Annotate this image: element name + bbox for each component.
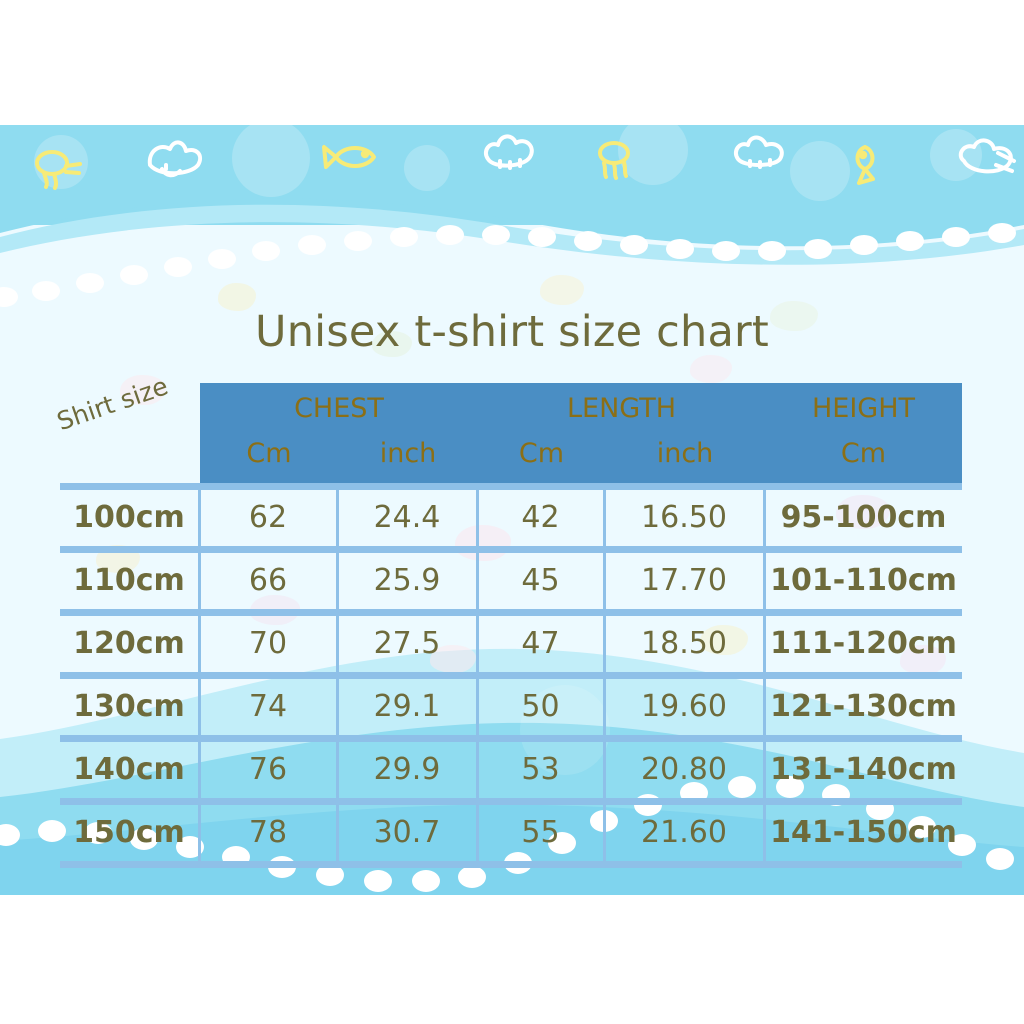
cloud-doodle bbox=[483, 134, 534, 170]
confetti-blob bbox=[690, 355, 732, 383]
table-row: 53 bbox=[521, 752, 560, 787]
table-row: 66 bbox=[248, 563, 288, 598]
whale-doodle bbox=[147, 140, 203, 178]
confetti-blob bbox=[836, 495, 890, 529]
column-header-length-inch: inch bbox=[656, 438, 714, 469]
bokeh-circle bbox=[232, 125, 310, 197]
table-row: 140cm bbox=[73, 752, 185, 787]
table-row: 100cm bbox=[73, 500, 185, 535]
table-row: 150cm bbox=[73, 815, 185, 850]
bokeh-circle bbox=[520, 685, 610, 775]
jellyfish-doodle bbox=[35, 150, 82, 190]
table-row: 29.1 bbox=[373, 689, 441, 724]
confetti-blob bbox=[218, 283, 256, 311]
table-row: 24.4 bbox=[373, 500, 441, 535]
column-group-header-length: LENGTH bbox=[566, 393, 677, 424]
row-separator bbox=[60, 861, 962, 868]
dotted-wave-top bbox=[0, 223, 1016, 307]
table-row: 78 bbox=[248, 815, 288, 850]
table-row: 20.80 bbox=[641, 752, 727, 787]
table-row: 74 bbox=[248, 689, 288, 724]
confetti-blob bbox=[455, 525, 511, 561]
table-row: 131-140cm bbox=[770, 752, 957, 787]
table-row: 70 bbox=[248, 626, 288, 661]
column-group-header-height: HEIGHT bbox=[811, 393, 916, 424]
row-separator bbox=[60, 483, 962, 490]
table-row: 30.7 bbox=[373, 815, 441, 850]
column-divider bbox=[763, 483, 766, 863]
table-row: 29.9 bbox=[373, 752, 441, 787]
table-row: 16.50 bbox=[641, 500, 727, 535]
table-row: 45 bbox=[521, 563, 560, 598]
illustration-panel: Unisex t-shirt size chart Shirt size CHE… bbox=[0, 125, 1024, 895]
cloud-doodle bbox=[958, 138, 1016, 174]
table-header-block bbox=[200, 383, 962, 483]
column-header-chest-inch: inch bbox=[379, 438, 437, 469]
row-separator bbox=[60, 609, 962, 616]
confetti-blob bbox=[900, 645, 946, 675]
table-row: 76 bbox=[248, 752, 288, 787]
table-row: 95-100cm bbox=[780, 500, 947, 535]
table-row: 130cm bbox=[73, 689, 185, 724]
bokeh-circle bbox=[790, 141, 850, 201]
table-row: 25.9 bbox=[373, 563, 441, 598]
table-row: 17.70 bbox=[641, 563, 727, 598]
table-row: 19.60 bbox=[641, 689, 727, 724]
table-row: 50 bbox=[521, 689, 560, 724]
bokeh-circle bbox=[930, 129, 982, 181]
column-header-height-cm: Cm bbox=[840, 438, 887, 469]
row-separator bbox=[60, 672, 962, 679]
table-row: 27.5 bbox=[373, 626, 441, 661]
column-header-length-cm: Cm bbox=[518, 438, 565, 469]
table-row: 18.50 bbox=[641, 626, 727, 661]
confetti-blob bbox=[540, 275, 584, 305]
table-row: 47 bbox=[521, 626, 560, 661]
table-row: 141-150cm bbox=[770, 815, 957, 850]
bokeh-circle bbox=[404, 145, 450, 191]
table-row: 55 bbox=[521, 815, 560, 850]
confetti-blob bbox=[700, 625, 748, 655]
confetti-blob bbox=[120, 375, 166, 405]
column-header-chest-cm: Cm bbox=[246, 438, 292, 469]
page-title: Unisex t-shirt size chart bbox=[255, 307, 769, 357]
table-row: 120cm bbox=[73, 626, 185, 661]
column-divider bbox=[198, 483, 201, 863]
confetti-blob bbox=[770, 301, 818, 331]
row-separator bbox=[60, 798, 962, 805]
cloud-doodle bbox=[733, 135, 784, 169]
fish-doodle bbox=[855, 145, 875, 185]
size-table: CHEST LENGTH HEIGHT Cm inch Cm inch Cm bbox=[60, 383, 962, 868]
column-divider bbox=[476, 483, 479, 863]
table-row: 111-120cm bbox=[770, 626, 957, 661]
confetti-blob bbox=[430, 645, 476, 673]
table-row: 121-130cm bbox=[770, 689, 957, 724]
row-separator bbox=[60, 735, 962, 742]
row-separator bbox=[60, 546, 962, 553]
table-row: 42 bbox=[521, 500, 560, 535]
column-group-header-chest: CHEST bbox=[294, 393, 384, 424]
table-row: 62 bbox=[248, 500, 288, 535]
column-divider bbox=[603, 483, 606, 863]
jellyfish-doodle bbox=[598, 141, 630, 180]
fish-doodle bbox=[322, 145, 376, 169]
background-waves bbox=[0, 125, 1024, 895]
bokeh-circle bbox=[34, 135, 88, 189]
column-divider bbox=[336, 483, 339, 863]
confetti-blob bbox=[372, 331, 412, 357]
table-row: 101-110cm bbox=[770, 563, 957, 598]
table-row: 21.60 bbox=[641, 815, 727, 850]
table-row: 110cm bbox=[73, 563, 185, 598]
